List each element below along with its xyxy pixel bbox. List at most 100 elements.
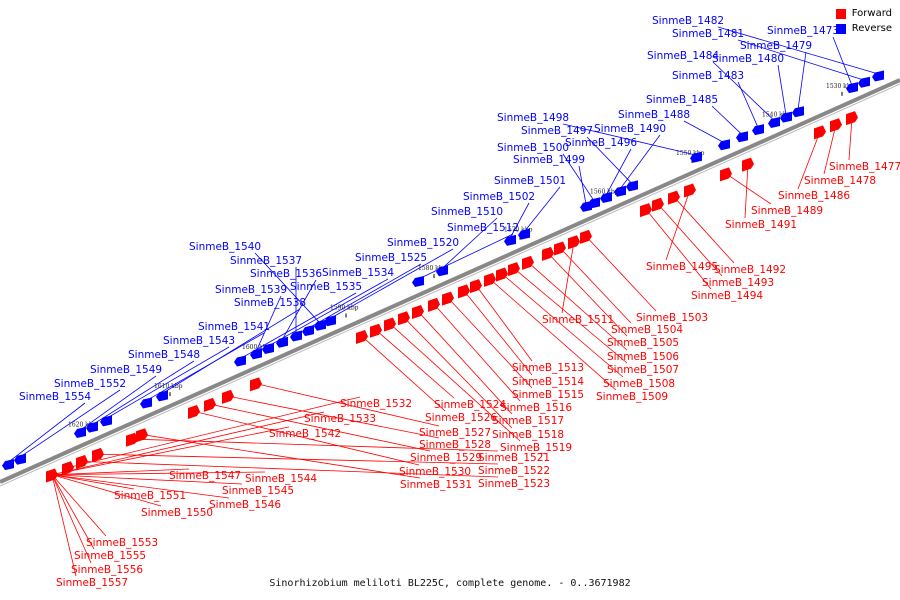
forward-gene[interactable] [76,455,88,470]
gene-label[interactable]: SinmeB_1522 [478,465,550,477]
gene-label[interactable]: SinmeB_1525 [355,252,427,264]
gene-label[interactable]: SinmeB_1537 [230,255,302,267]
forward-gene[interactable] [484,272,496,287]
gene-label[interactable]: SinmeB_1485 [646,94,718,106]
gene-label[interactable]: SinmeB_1551 [114,490,186,502]
forward-gene[interactable] [250,377,262,392]
gene-label[interactable]: SinmeB_1493 [702,277,774,289]
gene-label[interactable]: SinmeB_1503 [636,312,708,324]
gene-label[interactable]: SinmeB_1509 [596,391,668,403]
gene-label[interactable]: SinmeB_1554 [19,391,91,403]
reverse-gene[interactable] [302,325,314,337]
gene-label[interactable]: SinmeB_1518 [492,429,564,441]
gene-label[interactable]: SinmeB_1530 [399,466,471,478]
gene-label[interactable]: SinmeB_1550 [141,507,213,519]
reverse-gene[interactable] [276,336,288,348]
reverse-gene[interactable] [262,342,274,354]
reverse-gene[interactable] [846,82,858,94]
reverse-gene[interactable] [518,228,530,240]
gene-label[interactable]: SinmeB_1508 [603,378,675,390]
gene-label[interactable]: SinmeB_1520 [387,237,459,249]
forward-gene[interactable] [428,297,440,312]
reverse-gene[interactable] [2,459,14,471]
gene-label[interactable]: SinmeB_1513 [512,362,584,374]
forward-gene[interactable] [204,397,216,412]
gene-label[interactable]: SinmeB_1510 [431,206,503,218]
reverse-gene[interactable] [504,234,516,246]
gene-label[interactable]: SinmeB_1527 [419,427,491,439]
forward-gene[interactable] [356,329,368,344]
gene-label[interactable]: SinmeB_1480 [712,53,784,65]
reverse-gene[interactable] [580,200,592,212]
gene-label[interactable]: SinmeB_1501 [494,175,566,187]
gene-label[interactable]: SinmeB_1519 [500,442,572,454]
gene-label[interactable]: SinmeB_1492 [714,264,786,276]
reverse-gene[interactable] [736,131,748,143]
gene-label[interactable]: SinmeB_1534 [322,267,394,279]
forward-gene[interactable] [442,291,454,306]
forward-gene[interactable] [62,461,74,476]
gene-label[interactable]: SinmeB_1540 [189,241,261,253]
gene-label[interactable]: SinmeB_1479 [740,40,812,52]
gene-label[interactable]: SinmeB_1549 [90,364,162,376]
gene-label[interactable]: SinmeB_1535 [290,281,362,293]
forward-gene[interactable] [370,323,382,338]
gene-label[interactable]: SinmeB_1517 [492,415,564,427]
gene-label[interactable]: SinmeB_1539 [215,284,287,296]
gene-label[interactable]: SinmeB_1557 [56,577,128,589]
gene-label[interactable]: SinmeB_1545 [222,485,294,497]
reverse-gene[interactable] [14,453,26,465]
reverse-gene[interactable] [436,265,448,277]
gene-label[interactable]: SinmeB_1523 [478,478,550,490]
forward-gene[interactable] [188,405,200,420]
forward-gene[interactable] [542,246,554,261]
gene-label[interactable]: SinmeB_1495 [646,261,718,273]
gene-label[interactable]: SinmeB_1553 [86,537,158,549]
reverse-gene[interactable] [86,421,98,433]
gene-label[interactable]: SinmeB_1507 [607,364,679,376]
gene-label[interactable]: SinmeB_1548 [128,349,200,361]
forward-gene[interactable] [554,241,566,256]
gene-label[interactable]: SinmeB_1488 [618,109,690,121]
gene-label[interactable]: SinmeB_1516 [500,402,572,414]
gene-label[interactable]: SinmeB_1543 [163,335,235,347]
gene-label[interactable]: SinmeB_1541 [198,321,270,333]
gene-label[interactable]: SinmeB_1521 [478,452,550,464]
gene-label[interactable]: SinmeB_1514 [512,376,584,388]
gene-label[interactable]: SinmeB_1502 [463,191,535,203]
forward-gene[interactable] [496,267,508,282]
gene-label[interactable]: SinmeB_1491 [725,219,797,231]
reverse-gene[interactable] [412,275,424,287]
gene-label[interactable]: SinmeB_1532 [340,398,412,410]
gene-label[interactable]: SinmeB_1499 [513,154,585,166]
forward-gene[interactable] [136,428,148,443]
reverse-gene[interactable] [314,319,326,331]
forward-gene[interactable] [398,311,410,326]
gene-label[interactable]: SinmeB_1500 [497,142,569,154]
gene-label[interactable]: SinmeB_1526 [425,412,497,424]
gene-label[interactable]: SinmeB_1484 [647,50,719,62]
gene-label[interactable]: SinmeB_1512 [447,222,519,234]
gene-label[interactable]: SinmeB_1473 [767,25,839,37]
gene-label[interactable]: SinmeB_1483 [672,70,744,82]
gene-label[interactable]: SinmeB_1511 [542,314,614,326]
reverse-gene[interactable] [614,185,626,197]
reverse-gene[interactable] [626,180,638,192]
gene-label[interactable]: SinmeB_1556 [71,564,143,576]
gene-label[interactable]: SinmeB_1489 [751,205,823,217]
reverse-gene[interactable] [100,415,112,427]
forward-gene[interactable] [126,432,138,447]
gene-label[interactable]: SinmeB_1515 [512,389,584,401]
gene-label[interactable]: SinmeB_1546 [209,499,281,511]
forward-gene[interactable] [222,389,234,404]
gene-label[interactable]: SinmeB_1538 [234,297,306,309]
gene-label[interactable]: SinmeB_1496 [565,137,637,149]
gene-label[interactable]: SinmeB_1498 [497,112,569,124]
gene-label[interactable]: SinmeB_1536 [250,268,322,280]
gene-label[interactable]: SinmeB_1542 [269,428,341,440]
forward-gene[interactable] [508,262,520,277]
gene-label[interactable]: SinmeB_1478 [804,175,876,187]
forward-gene[interactable] [720,167,732,182]
forward-gene[interactable] [580,229,592,244]
gene-label[interactable]: SinmeB_1482 [652,15,724,27]
